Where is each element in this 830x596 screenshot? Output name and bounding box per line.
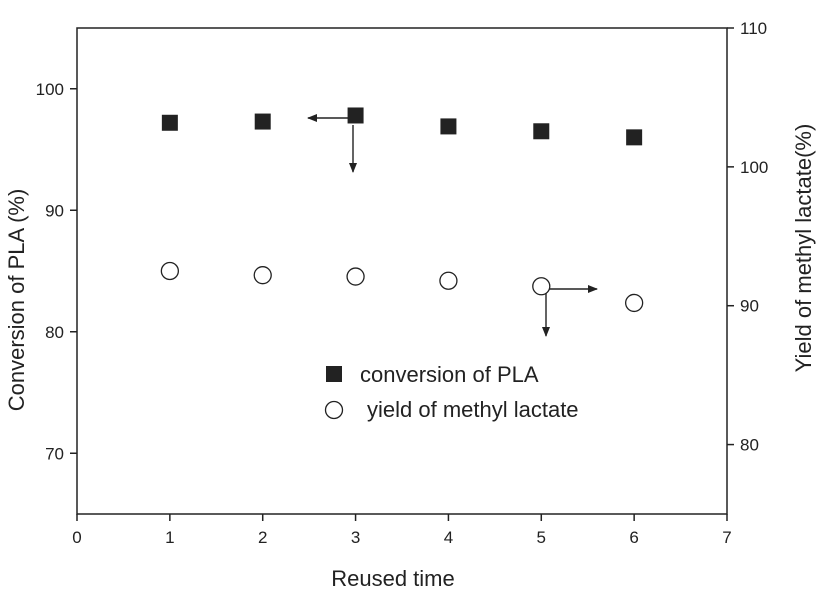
yield-point bbox=[346, 267, 365, 286]
x-tick-label: 1 bbox=[165, 528, 174, 547]
right-y-axis-title: Yield of methyl lactate(%) bbox=[791, 124, 816, 373]
yield-point bbox=[624, 293, 644, 313]
x-tick-label: 4 bbox=[444, 528, 453, 547]
data-marks bbox=[160, 107, 644, 313]
legend: conversion of PLA yield of methyl lactat… bbox=[324, 362, 579, 422]
yield-point bbox=[160, 261, 180, 281]
x-tick-label: 5 bbox=[537, 528, 546, 547]
yield-point bbox=[439, 271, 458, 290]
right-y-tick-label: 80 bbox=[740, 436, 759, 455]
yield-point bbox=[253, 266, 272, 285]
left-y-axis: 70 80 90 100 bbox=[36, 80, 77, 463]
left-y-tick-label: 90 bbox=[45, 201, 64, 220]
legend-marker-conversion bbox=[326, 366, 342, 382]
right-y-tick-label: 110 bbox=[740, 19, 767, 38]
x-tick-label: 3 bbox=[351, 528, 360, 547]
x-axis-title: Reused time bbox=[331, 566, 455, 591]
yield-point bbox=[532, 277, 551, 296]
legend-label-yield: yield of methyl lactate bbox=[367, 397, 579, 422]
left-y-axis-title: Conversion of PLA (%) bbox=[4, 189, 29, 412]
plot-frame bbox=[76, 27, 728, 515]
x-tick-label: 6 bbox=[629, 528, 638, 547]
x-tick-label: 2 bbox=[258, 528, 267, 547]
right-y-tick-label: 90 bbox=[740, 297, 759, 316]
conversion-point bbox=[254, 113, 271, 130]
left-y-tick-label: 70 bbox=[45, 444, 64, 463]
legend-label-conversion: conversion of PLA bbox=[360, 362, 539, 387]
conversion-point bbox=[440, 118, 457, 135]
x-axis: 0 1 2 3 4 5 6 7 bbox=[72, 514, 732, 547]
legend-marker-yield bbox=[324, 400, 344, 420]
conversion-point bbox=[161, 114, 178, 131]
left-y-tick-label: 80 bbox=[45, 323, 64, 342]
conversion-point bbox=[533, 123, 550, 140]
conversion-point bbox=[347, 107, 364, 124]
conversion-point bbox=[626, 129, 643, 146]
left-y-tick-label: 100 bbox=[36, 80, 64, 99]
right-y-axis: 80 90 100 110 bbox=[727, 19, 768, 455]
right-y-tick-label: 100 bbox=[740, 158, 768, 177]
x-tick-label: 0 bbox=[72, 528, 81, 547]
x-tick-label: 7 bbox=[722, 528, 731, 547]
annotation-arrows bbox=[307, 114, 598, 337]
